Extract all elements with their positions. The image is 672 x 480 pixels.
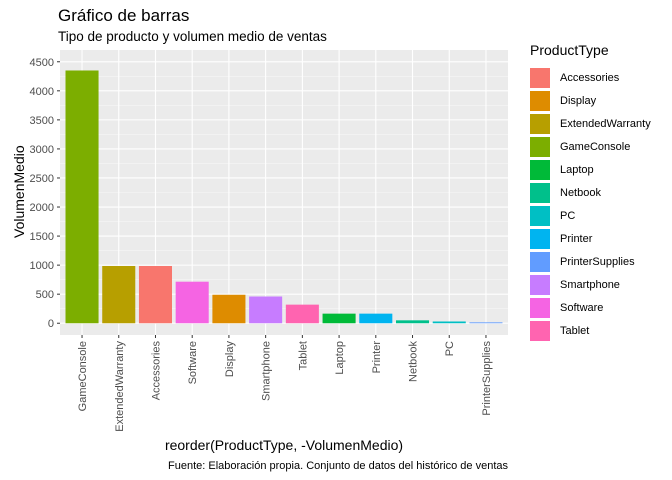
- legend-item: PC: [530, 204, 651, 227]
- bar-printersupplies: [469, 322, 503, 324]
- x-axis-ticks: GameConsole ExtendedWarranty Accessories So…: [77, 335, 493, 432]
- legend-key: [530, 182, 550, 203]
- legend-item: Software: [530, 296, 651, 319]
- bar-printer: [359, 313, 393, 324]
- x-tick-label: Printer: [371, 341, 383, 374]
- x-tick-label: Smartphone: [261, 341, 273, 401]
- x-axis-label: reorder(ProductType, -VolumenMedio): [164, 437, 404, 453]
- legend-label: Display: [560, 94, 597, 107]
- y-axis-ticks: 0 500 1000 1500 2000 2500 3000 3500 4000 4500: [30, 57, 60, 330]
- y-tick-label: 1500: [30, 231, 54, 243]
- y-axis-label: VolumenMedio: [11, 145, 27, 238]
- legend-label: PrinterSupplies: [560, 255, 635, 268]
- legend-label: Tablet: [560, 324, 590, 337]
- legend-item: Tablet: [530, 319, 651, 342]
- x-tick-label: Netbook: [408, 341, 420, 382]
- legend-key: [530, 320, 550, 341]
- legend-item: ExtendedWarranty: [530, 112, 651, 135]
- x-tick-label: ExtendedWarranty: [114, 341, 126, 432]
- bar-pc: [432, 321, 466, 324]
- legend-label: ExtendedWarranty: [560, 117, 651, 130]
- y-tick-label: 4000: [30, 86, 54, 98]
- y-tick-label: 2000: [30, 202, 54, 214]
- x-tick-label: PC: [444, 341, 456, 356]
- chart-caption: Fuente: Elaboración propia. Conjunto de …: [168, 460, 508, 472]
- y-tick-label: 1000: [30, 260, 54, 272]
- legend-label: GameConsole: [560, 140, 631, 153]
- bar-tablet: [285, 304, 319, 324]
- bar-display: [212, 294, 246, 324]
- legend-items: Accessories Display ExtendedWarranty GameCo…: [530, 66, 651, 342]
- legend-key: [530, 274, 550, 295]
- chart-subtitle: Tipo de producto y volumen medio de vent…: [58, 29, 327, 44]
- x-tick-label: Software: [187, 341, 199, 384]
- legend-key: [530, 113, 550, 134]
- y-tick-label: 4500: [30, 57, 54, 69]
- legend-item: GameConsole: [530, 135, 651, 158]
- legend-label: Netbook: [560, 186, 601, 199]
- legend-label: Laptop: [560, 163, 594, 176]
- y-tick-label: 3500: [30, 115, 54, 127]
- x-tick-label: Laptop: [334, 341, 346, 375]
- legend: ProductType Accessories Display ExtendedWa…: [530, 42, 651, 342]
- legend-key: [530, 90, 550, 111]
- legend-item: Smartphone: [530, 273, 651, 296]
- bar-laptop: [322, 313, 356, 324]
- legend-label: Printer: [560, 232, 593, 245]
- legend-item: PrinterSupplies: [530, 250, 651, 273]
- y-tick-label: 0: [48, 318, 54, 330]
- x-tick-label: Display: [224, 341, 236, 378]
- y-tick-label: 3000: [30, 144, 54, 156]
- legend-label: Software: [560, 301, 604, 314]
- x-tick-label: Tablet: [297, 341, 309, 370]
- bar-software: [175, 281, 209, 324]
- legend-key: [530, 297, 550, 318]
- legend-key: [530, 67, 550, 88]
- x-tick-label: PrinterSupplies: [481, 341, 493, 416]
- legend-item: Accessories: [530, 66, 651, 89]
- bar-extendedwarranty: [102, 266, 136, 324]
- legend-key: [530, 205, 550, 226]
- gridlines: [60, 50, 508, 335]
- bar-netbook: [396, 320, 430, 324]
- legend-key: [530, 159, 550, 180]
- legend-item: Display: [530, 89, 651, 112]
- legend-label: Accessories: [560, 71, 620, 84]
- legend-key: [530, 228, 550, 249]
- x-tick-label: GameConsole: [77, 341, 89, 411]
- bar-gameconsole: [65, 70, 99, 324]
- legend-key: [530, 136, 550, 157]
- bars: [65, 70, 503, 324]
- legend-label: Smartphone: [560, 278, 620, 291]
- legend-title: ProductType: [530, 42, 609, 58]
- legend-label: PC: [560, 209, 576, 222]
- y-tick-label: 500: [36, 289, 54, 301]
- legend-item: Printer: [530, 227, 651, 250]
- legend-key: [530, 251, 550, 272]
- legend-item: Laptop: [530, 158, 651, 181]
- legend-item: Netbook: [530, 181, 651, 204]
- y-tick-label: 2500: [30, 173, 54, 185]
- x-tick-label: Accessories: [150, 341, 162, 401]
- bar-accessories: [138, 266, 172, 324]
- bar-smartphone: [249, 296, 283, 324]
- chart-title: Gráfico de barras: [58, 6, 190, 25]
